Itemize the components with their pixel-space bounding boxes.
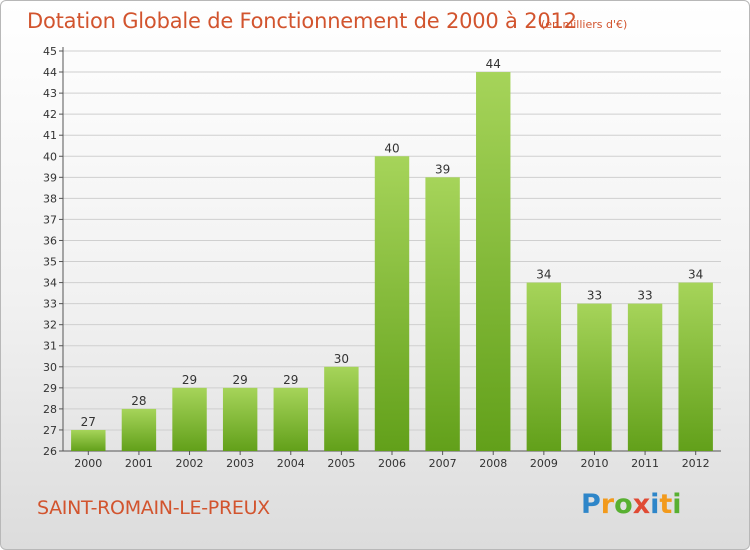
bar-value-label: 34: [536, 268, 551, 282]
x-tick-label: 2012: [682, 457, 710, 470]
y-tick-label: 38: [43, 192, 57, 205]
y-tick-label: 35: [43, 256, 57, 269]
bar-value-label: 29: [182, 373, 197, 387]
bar: [273, 387, 308, 451]
x-tick-label: 2011: [631, 457, 659, 470]
bar-value-label: 29: [233, 373, 248, 387]
y-tick-label: 39: [43, 171, 57, 184]
logo-letter: o: [614, 489, 633, 520]
bar: [121, 408, 157, 451]
y-tick-label: 29: [43, 382, 57, 395]
x-tick-label: 2008: [479, 457, 507, 470]
x-tick-label: 2001: [125, 457, 153, 470]
bar: [425, 177, 460, 451]
y-tick-label: 41: [43, 129, 57, 142]
chart-subtitle: (en milliers d'€): [541, 18, 628, 31]
y-tick-label: 37: [43, 213, 57, 226]
bar: [678, 282, 713, 451]
y-tick-label: 28: [43, 403, 57, 416]
bar: [526, 282, 562, 451]
logo-letter: r: [600, 489, 615, 520]
chart-title: Dotation Globale de Fonctionnement de 20…: [27, 9, 577, 33]
bar-value-label: 34: [688, 268, 703, 282]
y-tick-label: 40: [43, 150, 57, 163]
bar-value-label: 29: [283, 373, 298, 387]
logo-letter: t: [659, 489, 673, 520]
x-tick-label: 2002: [176, 457, 204, 470]
y-tick-label: 31: [43, 340, 57, 353]
bar-value-label: 44: [486, 57, 501, 71]
bar-value-label: 39: [435, 162, 450, 176]
bar: [222, 387, 258, 451]
y-tick-label: 42: [43, 108, 57, 121]
y-tick-label: 27: [43, 424, 57, 437]
y-tick-label: 45: [43, 45, 57, 58]
logo-letter: i: [650, 489, 660, 520]
x-tick-label: 2004: [277, 457, 305, 470]
y-tick-label: 44: [43, 66, 57, 79]
data-labels: 27 28 29 29 29 30 40 39 44 34 33 33 34: [81, 57, 704, 429]
y-tick-label: 32: [43, 319, 57, 332]
bar-value-label: 30: [334, 352, 349, 366]
x-tick-label: 2003: [226, 457, 254, 470]
x-tick-label: 2005: [327, 457, 355, 470]
y-tick-label: 33: [43, 298, 57, 311]
bars: [71, 72, 713, 451]
logo-letter: P: [581, 489, 601, 520]
bar-value-label: 28: [131, 394, 146, 408]
commune-name: SAINT-ROMAIN-LE-PREUX: [37, 497, 270, 519]
bar-value-label: 40: [384, 141, 399, 155]
bar: [577, 303, 612, 451]
proxiti-logo: Proxiti: [581, 489, 682, 520]
y-tick-label: 43: [43, 87, 57, 100]
x-tick-label: 2009: [530, 457, 558, 470]
y-tick-labels: 26 27 28 29 30 31 32 33 34 35 36 37 38 39 40 41 42 43 44 45: [43, 45, 57, 458]
x-tick-label: 2010: [580, 457, 608, 470]
logo-letter: x: [632, 489, 651, 520]
bar-value-label: 33: [637, 289, 652, 303]
bar: [172, 387, 207, 451]
logo-letter: i: [672, 489, 682, 520]
y-tick-label: 26: [43, 445, 57, 458]
x-tick-labels: 2000 2001 2002 2003 2004 2005 2006 2007 2008 2009…: [74, 451, 710, 470]
x-tick-label: 2000: [74, 457, 102, 470]
bar: [71, 429, 106, 451]
x-tick-label: 2006: [378, 457, 406, 470]
bar: [476, 72, 511, 451]
y-tick-label: 30: [43, 361, 57, 374]
bar-value-label: 27: [81, 415, 96, 429]
bar: [374, 156, 410, 451]
y-tick-label: 34: [43, 277, 57, 290]
bar-value-label: 33: [587, 289, 602, 303]
y-tick-label: 36: [43, 234, 57, 247]
bar: [627, 303, 663, 451]
x-tick-label: 2007: [429, 457, 457, 470]
bar: [324, 366, 359, 451]
